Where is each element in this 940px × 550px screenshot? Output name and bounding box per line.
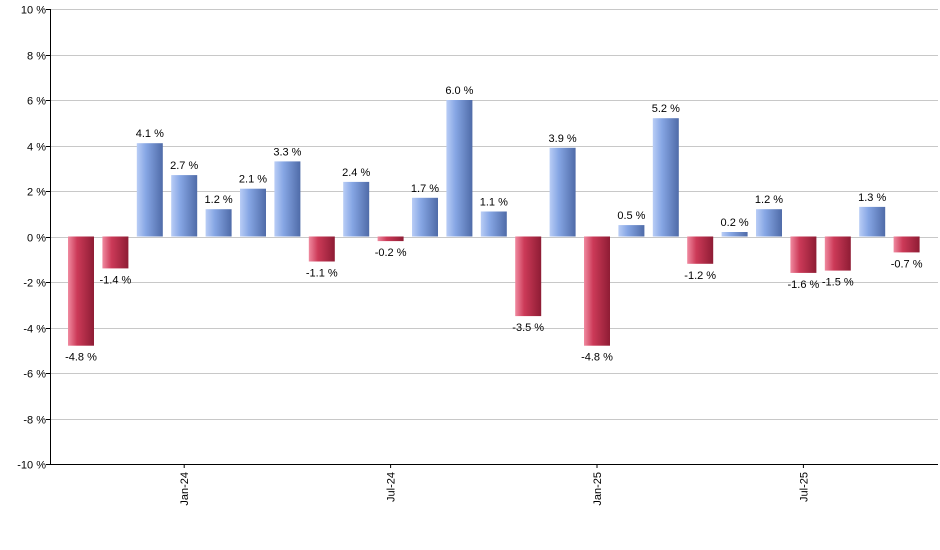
bar-Dec-23: [136, 143, 163, 237]
bar-Jan-24: [171, 175, 198, 237]
bar-Feb-24: [205, 209, 232, 237]
bar-value-label: 4.1 %: [136, 128, 164, 140]
y-tick-label: -2 %: [23, 278, 46, 290]
x-tick-label: Jul-25: [798, 472, 810, 502]
bar-Nov-24: [515, 236, 542, 317]
bar-Sep-24: [446, 100, 473, 237]
x-tick-label: Jan-25: [592, 472, 604, 506]
y-tick-label: 0 %: [27, 233, 46, 245]
bar-value-label: -4.8 %: [581, 352, 613, 364]
y-tick-label: 8 %: [27, 51, 46, 63]
y-tick-label: -4 %: [23, 324, 46, 336]
bar-Dec-24: [549, 147, 576, 237]
y-tick-label: -6 %: [23, 369, 46, 381]
x-tick-label: Jan-24: [179, 472, 191, 506]
bar-Feb-25: [618, 225, 645, 237]
x-tick-label: Jul-24: [386, 472, 398, 502]
data-labels: -4.8 % -1.4 % 4.1 % 2.7 % 1.2 % 2.1 % 3.3 % -1.…: [65, 85, 923, 364]
bar-value-label: 1.2 %: [755, 194, 783, 206]
bar-value-label: 2.4 %: [342, 167, 370, 179]
bar-Oct-23: [68, 236, 94, 346]
bar-value-label: 3.9 %: [549, 133, 577, 145]
bar-value-label: 0.5 %: [617, 210, 645, 222]
y-tick-label: -10 %: [17, 460, 46, 472]
bar-Jun-25: [756, 209, 782, 237]
bar-value-label: -1.2 %: [684, 270, 716, 282]
bar-value-label: 6.0 %: [445, 85, 473, 97]
bar-value-label: 5.2 %: [652, 103, 680, 115]
bar-value-label: -4.8 %: [65, 352, 97, 364]
bar-value-label: -1.6 %: [788, 279, 820, 291]
axes: 10 % 8 % 6 % 4 % 2 % 0 % -2 % -4 % -6 % -8 % -10 %…: [17, 5, 938, 506]
bar-Jan-25: [584, 236, 610, 346]
bar-Nov-23: [102, 236, 129, 269]
bar-value-label: -3.5 %: [512, 322, 544, 334]
bar-value-label: 1.1 %: [480, 197, 508, 209]
y-tick-label: 10 %: [21, 5, 46, 17]
y-tick-label: -8 %: [23, 415, 46, 427]
bar-Mar-25: [652, 118, 679, 237]
bar-value-label: -0.2 %: [375, 247, 407, 259]
bar-Oct-24: [480, 211, 507, 237]
bar-Aug-24: [412, 197, 438, 237]
bar-value-label: 3.3 %: [273, 146, 301, 158]
bar-value-label: 2.7 %: [170, 160, 198, 172]
bar-value-label: -1.5 %: [822, 277, 854, 289]
y-tick-label: 4 %: [27, 142, 46, 154]
bar-value-label: 1.3 %: [858, 192, 886, 204]
y-tick-label: 6 %: [27, 96, 46, 108]
bars: [68, 100, 920, 346]
bar-value-label: 2.1 %: [239, 174, 267, 186]
bar-value-label: -1.1 %: [306, 268, 338, 280]
bar-value-label: -1.4 %: [100, 274, 132, 286]
bar-value-label: 1.7 %: [411, 183, 439, 195]
bar-Sep-25: [859, 206, 886, 237]
bar-May-24: [308, 236, 335, 262]
bar-Oct-25: [893, 236, 920, 253]
bar-May-25: [721, 232, 748, 237]
y-tick-label: 2 %: [27, 187, 46, 199]
bar-Apr-24: [274, 161, 301, 237]
bar-Mar-24: [240, 188, 266, 237]
bar-value-label: 1.2 %: [205, 194, 233, 206]
bar-value-label: 0.2 %: [721, 217, 749, 229]
bar-Aug-25: [824, 236, 851, 271]
bar-value-label: -0.7 %: [891, 258, 923, 270]
bar-Jun-24: [343, 181, 370, 237]
bar-Jul-24: [377, 236, 404, 242]
bar-Jul-25: [790, 236, 817, 273]
bar-Apr-25: [687, 236, 714, 264]
